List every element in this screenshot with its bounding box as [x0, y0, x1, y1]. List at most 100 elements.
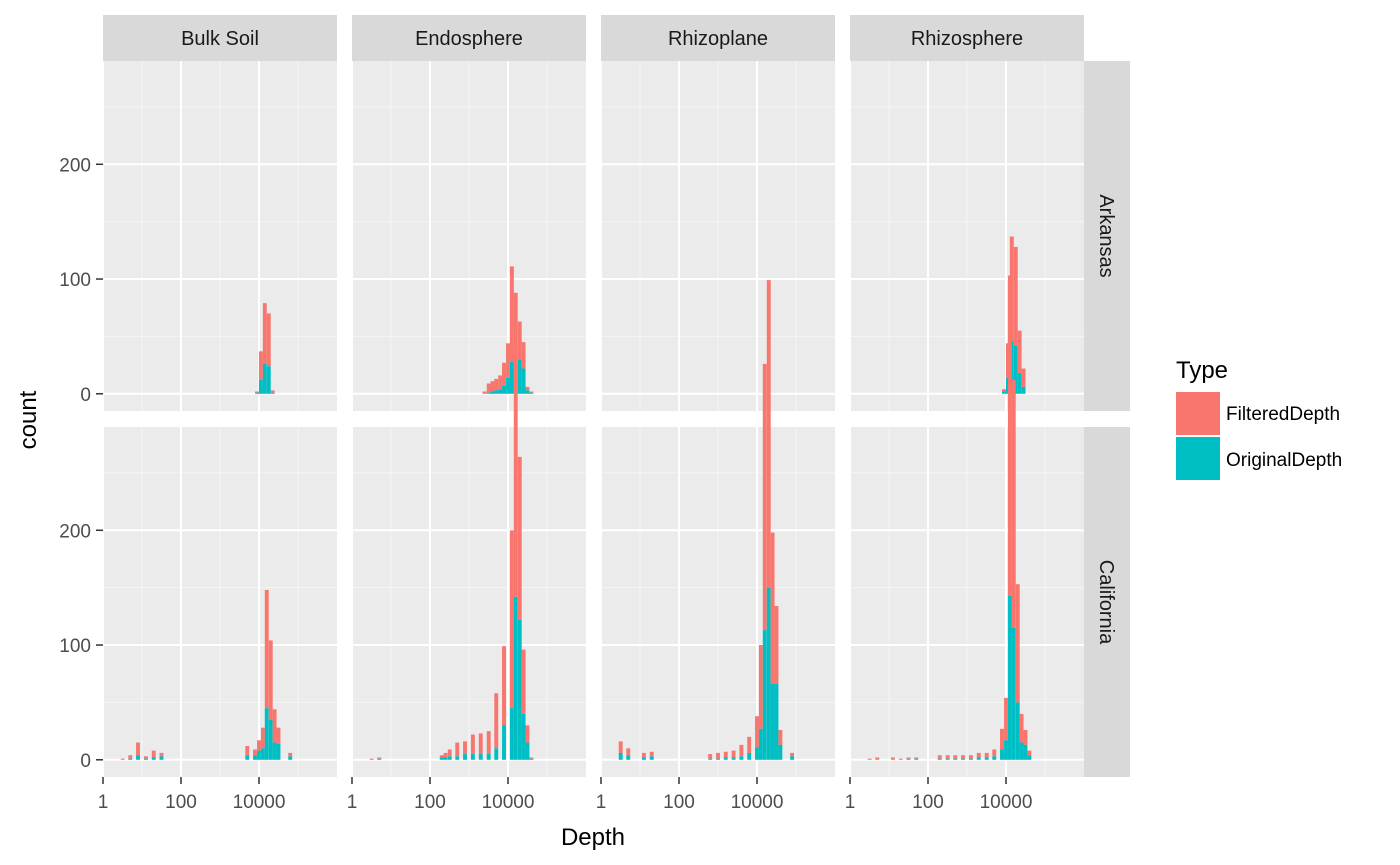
y-tick-label: 200: [59, 155, 91, 176]
panel-0-3: [849, 61, 1084, 411]
bar-filtered: [976, 752, 981, 758]
x-tick-label: 10000: [980, 792, 1033, 813]
bar-original: [1011, 627, 1016, 760]
bar-filtered: [513, 292, 518, 356]
bar-filtered: [1005, 343, 1010, 378]
bar-filtered: [731, 750, 736, 758]
bar-filtered: [716, 752, 720, 759]
bar-original: [766, 587, 771, 760]
bar-filtered: [486, 383, 491, 393]
bar-original: [747, 752, 752, 760]
bars-1-3: [867, 275, 1032, 760]
bar-original: [1002, 391, 1006, 394]
bar-filtered: [470, 734, 475, 755]
strip-label-col-0: Bulk Soil: [181, 28, 259, 50]
bar-original: [486, 754, 491, 760]
legend-label-original: OriginalDepth: [1226, 450, 1342, 471]
bar-original: [494, 390, 499, 394]
axes-layer: 0 100 200 0 100 200 1 100 10000 1 100 10000 1 100 1000…: [59, 155, 1032, 813]
bar-filtered: [439, 755, 444, 758]
bar-filtered: [774, 606, 779, 685]
x-tick-label: 100: [663, 792, 695, 813]
bar-filtered: [268, 640, 273, 720]
bar-filtered: [266, 313, 271, 367]
bar-filtered: [953, 755, 958, 759]
strip-col-3: [850, 15, 1084, 61]
bar-original: [1019, 742, 1024, 760]
panel-1-0: [102, 427, 337, 777]
bar-filtered: [890, 757, 895, 760]
bar-filtered: [143, 756, 148, 759]
bar-filtered: [377, 757, 382, 759]
bar-filtered: [288, 752, 293, 757]
bar-original: [1004, 740, 1008, 760]
bar-filtered: [245, 746, 250, 756]
bar-original: [758, 728, 763, 760]
bar-original: [1000, 749, 1004, 760]
bar-original: [992, 756, 997, 760]
bars-1-0: [120, 589, 293, 760]
x-tick-label: 10000: [731, 792, 784, 813]
bar-filtered: [755, 716, 759, 748]
bar-original: [268, 719, 273, 760]
bar-original: [136, 755, 140, 760]
bar-filtered: [762, 363, 767, 631]
legend-title: Type: [1176, 357, 1228, 384]
bar-original: [447, 756, 452, 760]
bar-filtered: [151, 750, 156, 758]
bar-original: [739, 756, 744, 760]
bar-original: [478, 754, 483, 760]
bar-filtered: [790, 752, 795, 757]
bar-filtered: [260, 727, 265, 749]
bar-filtered: [766, 280, 771, 588]
bar-filtered: [875, 757, 880, 760]
bar-filtered: [258, 351, 263, 381]
x-tick-label: 10000: [482, 792, 535, 813]
bar-original: [976, 757, 981, 760]
bar-filtered: [369, 758, 374, 760]
bar-filtered: [1027, 750, 1032, 756]
bar-filtered: [264, 589, 269, 709]
bar-filtered: [517, 321, 522, 360]
bar-filtered: [257, 740, 261, 751]
bar-filtered: [1007, 275, 1012, 596]
bar-original: [266, 366, 271, 394]
panel-0-1: [351, 61, 586, 411]
panels-layer: [102, 61, 1084, 777]
bar-original: [502, 725, 506, 760]
bar-original: [708, 758, 713, 760]
bar-original: [521, 368, 526, 394]
panel-0-0: [102, 61, 337, 411]
strip-row-0: [1084, 61, 1130, 411]
bar-filtered: [1019, 713, 1024, 743]
bar-filtered: [961, 755, 965, 759]
bar-filtered: [914, 757, 919, 759]
bar-original: [509, 708, 514, 760]
bar-original: [439, 757, 444, 760]
bar-original: [486, 392, 491, 394]
bar-filtered: [502, 646, 506, 726]
x-tick-label: 1: [347, 792, 358, 813]
bar-filtered: [758, 645, 763, 729]
bar-filtered: [517, 456, 522, 620]
bar-original: [984, 757, 989, 760]
panel-0-2: [600, 61, 835, 411]
bar-filtered: [494, 693, 499, 749]
bar-original: [1013, 345, 1018, 394]
bar-filtered: [463, 741, 467, 755]
bar-original: [513, 596, 518, 760]
bar-original: [945, 758, 950, 760]
bar-original: [731, 757, 736, 760]
bar-filtered: [1013, 246, 1018, 346]
bar-filtered: [641, 752, 646, 758]
bar-original: [937, 758, 942, 760]
bar-filtered: [906, 757, 911, 759]
bar-original: [443, 757, 448, 760]
bar-original: [778, 744, 783, 760]
bar-filtered: [509, 266, 514, 362]
strip-label-col-1: Endosphere: [415, 28, 523, 50]
bar-original: [264, 708, 269, 760]
strip-label-row-1: California: [1095, 560, 1117, 645]
bar-original: [455, 756, 460, 760]
bar-filtered: [255, 391, 259, 393]
